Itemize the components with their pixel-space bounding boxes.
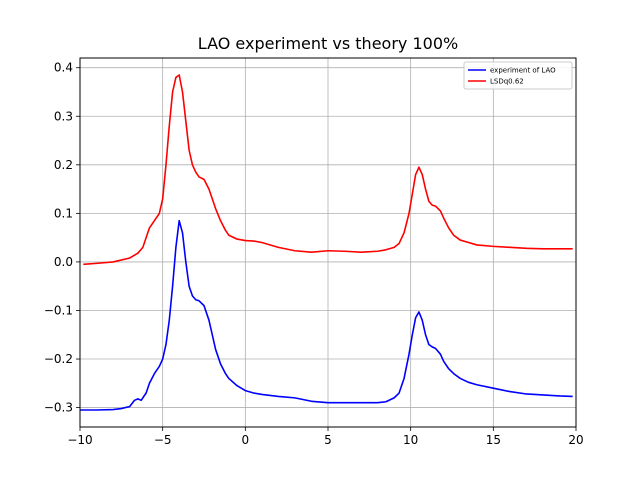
y-tick-label: 0.0 bbox=[54, 255, 73, 269]
x-tick-label: 15 bbox=[486, 433, 501, 447]
x-tick-label: −5 bbox=[154, 433, 172, 447]
legend-label-1: LSDq0.62 bbox=[490, 78, 524, 86]
y-tick-label: 0.2 bbox=[54, 158, 73, 172]
y-tick-label: −0.1 bbox=[44, 303, 73, 317]
x-tick-label: 0 bbox=[242, 433, 250, 447]
series-line-1 bbox=[83, 74, 573, 266]
y-tick-label: 0.3 bbox=[54, 109, 73, 123]
x-tick-label: 10 bbox=[403, 433, 418, 447]
y-tick-label: −0.3 bbox=[44, 401, 73, 415]
chart-title: LAO experiment vs theory 100% bbox=[198, 34, 458, 53]
series-line-0 bbox=[80, 219, 573, 411]
y-tick-label: −0.2 bbox=[44, 352, 73, 366]
legend: experiment of LAO LSDq0.62 bbox=[463, 61, 573, 90]
legend-label-0: experiment of LAO bbox=[490, 67, 556, 75]
x-tick-label: 5 bbox=[324, 433, 332, 447]
y-tick-label: 0.1 bbox=[54, 206, 73, 220]
legend-box bbox=[463, 61, 573, 90]
series-layer bbox=[80, 74, 573, 411]
axis-ticks: −10 −5 0 5 10 15 20 −0.3 −0.2 −0.1 0.0 0.1 0.2 0.3 0.4 bbox=[44, 61, 584, 447]
x-tick-label: 20 bbox=[568, 433, 583, 447]
y-tick-label: 0.4 bbox=[54, 61, 73, 75]
x-tick-label: −10 bbox=[67, 433, 92, 447]
